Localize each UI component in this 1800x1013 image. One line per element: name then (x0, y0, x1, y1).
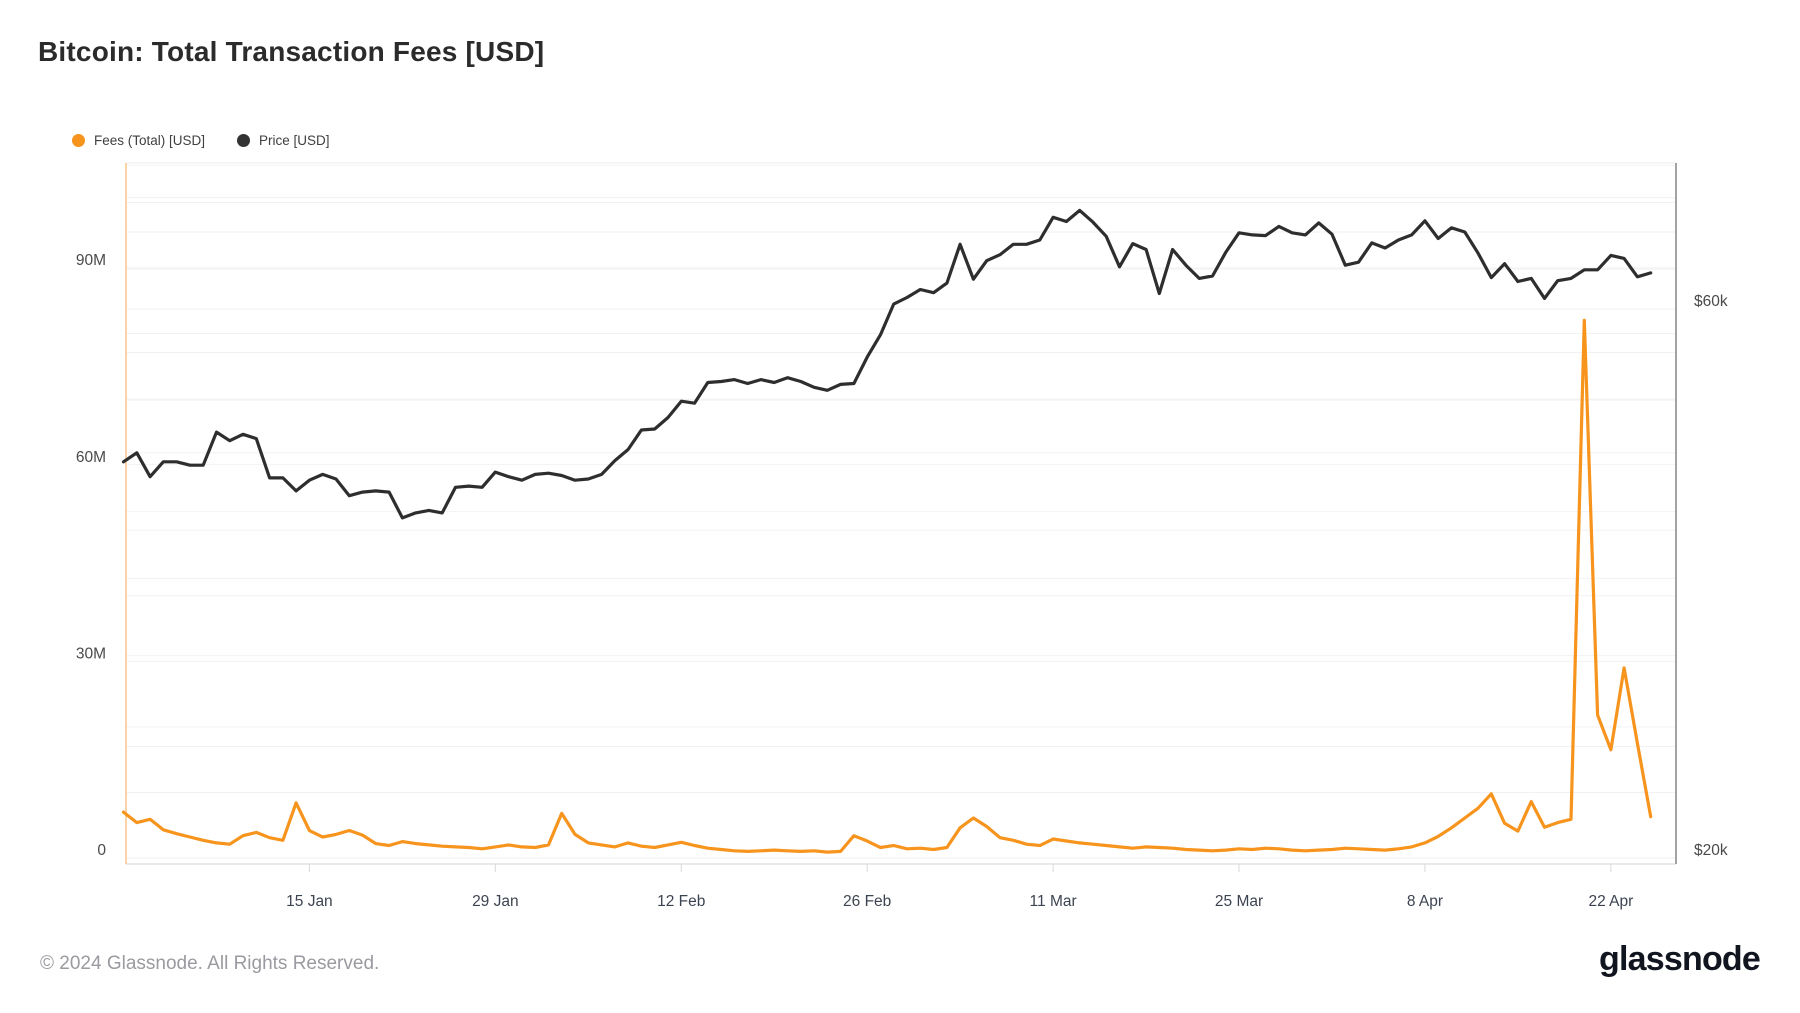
glassnode-logo[interactable]: glassnode (1599, 940, 1761, 978)
x-axis-tick-label: 15 Jan (286, 893, 333, 910)
copyright-text: © 2024 Glassnode. All Rights Reserved. (40, 953, 380, 974)
fees-line-series (121, 318, 1653, 854)
price-series-dot-icon (237, 134, 251, 147)
price-axis-tick-label: $60k (1694, 293, 1728, 310)
fees-axis-tick-label: 90M (76, 252, 106, 269)
fees-axis-tick-label: 60M (76, 449, 106, 466)
price-line-series (121, 208, 1653, 520)
x-axis-tick-label: 26 Feb (843, 893, 891, 910)
x-axis-tick-label: 29 Jan (472, 893, 519, 910)
price-axis-tick-label: $20k (1694, 842, 1728, 859)
x-axis-tick-label: 8 Apr (1407, 893, 1443, 910)
x-axis-tick-label: 22 Apr (1588, 893, 1633, 910)
legend-item-fees[interactable]: Fees (Total) [USD] (72, 133, 205, 148)
legend-item-price[interactable]: Price [USD] (237, 133, 330, 148)
fees-series-dot-icon (72, 134, 85, 147)
x-axis-tick-label: 11 Mar (1030, 893, 1077, 910)
legend-label-price: Price [USD] (259, 133, 330, 148)
legend: Fees (Total) [USD] Price [USD] (72, 133, 330, 148)
fees-axis-tick-label: 0 (97, 842, 106, 859)
fees-axis-tick-label: 30M (76, 645, 106, 662)
x-axis-tick-label: 12 Feb (657, 893, 705, 910)
page-title: Bitcoin: Total Transaction Fees [USD] (38, 36, 545, 67)
x-axis-tick-label: 25 Mar (1215, 893, 1263, 910)
legend-label-fees: Fees (Total) [USD] (94, 133, 206, 148)
